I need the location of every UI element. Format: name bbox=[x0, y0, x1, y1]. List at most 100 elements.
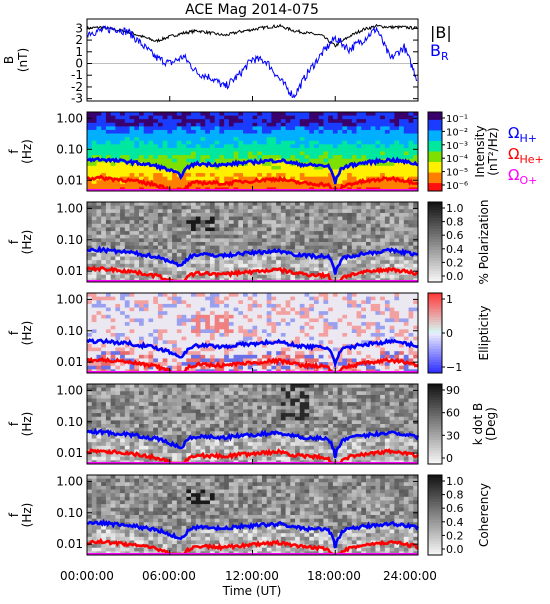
spectrogram-cell bbox=[134, 260, 139, 264]
spectrogram-cell bbox=[234, 329, 239, 333]
spectrogram-cell bbox=[290, 152, 295, 156]
spectrogram-cell bbox=[385, 173, 390, 177]
spectrogram-cell bbox=[120, 130, 125, 134]
freq-tick-label: 1.00 bbox=[56, 201, 83, 215]
spectrogram-cell bbox=[163, 235, 168, 239]
spectrogram-cell bbox=[385, 169, 390, 173]
spectrogram-cell bbox=[134, 217, 139, 221]
spectrogram-cell bbox=[314, 235, 319, 239]
spectrogram-cell bbox=[191, 337, 196, 341]
spectrogram-cell bbox=[215, 141, 220, 145]
spectrogram-cell bbox=[219, 293, 224, 297]
spectrogram-cell bbox=[148, 144, 153, 148]
spectrogram-cell bbox=[253, 264, 258, 268]
spectrogram-cell bbox=[172, 173, 177, 177]
spectrogram-cell bbox=[210, 249, 215, 253]
spectrogram-cell bbox=[253, 238, 258, 242]
spectrogram-cell bbox=[257, 322, 262, 326]
spectrogram-cell bbox=[375, 326, 380, 330]
spectrogram-cell bbox=[295, 318, 300, 322]
spectrogram-cell bbox=[267, 366, 272, 370]
spectrogram-cell bbox=[380, 144, 385, 148]
spectrogram-cell bbox=[139, 119, 144, 123]
spectrogram-cell bbox=[333, 130, 338, 134]
colorbar-polarization: 1.00.80.60.40.20.0% Polarization bbox=[428, 200, 491, 285]
spectrogram-cell bbox=[257, 155, 262, 159]
spectrogram-cell bbox=[366, 217, 371, 221]
spectrogram-cell bbox=[300, 235, 305, 239]
spectrogram-cell bbox=[167, 173, 172, 177]
spectrogram-cell bbox=[134, 227, 139, 231]
spectrogram-cell bbox=[404, 123, 409, 127]
spectrogram-cell bbox=[158, 267, 163, 271]
spectrogram-cell bbox=[286, 351, 291, 355]
b-ylabel: B bbox=[2, 56, 16, 64]
spectrogram-cell bbox=[309, 297, 314, 301]
spectrogram-cell bbox=[144, 264, 149, 268]
spectrogram-cell bbox=[253, 311, 258, 315]
spectrogram-cell bbox=[167, 355, 172, 359]
spectrogram-cell bbox=[177, 206, 182, 210]
spectrogram-cell bbox=[262, 148, 267, 152]
spectrogram-cell bbox=[347, 116, 352, 120]
spectrogram-cell bbox=[357, 123, 362, 127]
spectrogram-cell bbox=[238, 112, 243, 116]
spectrogram-cell bbox=[380, 130, 385, 134]
spectrogram-cell bbox=[248, 148, 253, 152]
spectrogram-cell bbox=[87, 257, 92, 261]
spectrogram-cell bbox=[300, 355, 305, 359]
spectrogram-cell bbox=[366, 304, 371, 308]
spectrogram-cell bbox=[205, 155, 210, 159]
spectrogram-cell bbox=[390, 217, 395, 221]
spectrogram-cell bbox=[286, 264, 291, 268]
spectrogram-cell bbox=[375, 126, 380, 130]
spectrogram-cell bbox=[167, 112, 172, 116]
spectrogram-cell bbox=[290, 213, 295, 217]
spectrogram-cell bbox=[371, 220, 376, 224]
spectrogram-cell bbox=[144, 249, 149, 253]
spectrogram-cell bbox=[253, 227, 258, 231]
spectrogram-cell bbox=[319, 224, 324, 228]
spectrogram-cell bbox=[357, 220, 362, 224]
spectrogram-cell bbox=[394, 227, 399, 231]
spectrogram-cell bbox=[290, 217, 295, 221]
spectrogram-cell bbox=[323, 267, 328, 271]
spectrogram-cell bbox=[106, 318, 111, 322]
spectrogram-cell bbox=[342, 116, 347, 120]
spectrogram-cell bbox=[229, 112, 234, 116]
spectrogram-cell bbox=[342, 311, 347, 315]
spectrogram-cell bbox=[409, 166, 414, 170]
spectrogram-cell bbox=[328, 227, 333, 231]
spectrogram-cell bbox=[262, 123, 267, 127]
spectrogram-cell bbox=[163, 311, 168, 315]
spectrogram-cell bbox=[342, 358, 347, 362]
spectrogram-cell bbox=[295, 202, 300, 206]
spectrogram-cell bbox=[153, 260, 158, 264]
spectrogram-cell bbox=[196, 355, 201, 359]
spectrogram-cell bbox=[219, 337, 224, 341]
spectrogram-cell bbox=[238, 333, 243, 337]
spectrogram-cell bbox=[248, 326, 253, 330]
spectrogram-cell bbox=[134, 242, 139, 246]
spectrogram-cell bbox=[399, 318, 404, 322]
spectrogram-cell bbox=[404, 275, 409, 279]
spectrogram-cell bbox=[338, 162, 343, 166]
spectrogram-cell bbox=[200, 235, 205, 239]
spectrogram-cell bbox=[167, 126, 172, 130]
spectrogram-cell bbox=[229, 224, 234, 228]
spectrogram-cell bbox=[276, 271, 281, 275]
spectrogram-cell bbox=[347, 267, 352, 271]
spectrogram-cell bbox=[111, 235, 116, 239]
spectrogram-cell bbox=[87, 137, 92, 141]
spectrogram-cell bbox=[115, 206, 120, 210]
spectrogram-cell bbox=[186, 231, 191, 235]
spectrogram-cell bbox=[134, 119, 139, 123]
spectrogram-cell bbox=[366, 126, 371, 130]
spectrogram-cell bbox=[130, 148, 135, 152]
spectrogram-cell bbox=[248, 308, 253, 312]
spectrogram-cell bbox=[139, 206, 144, 210]
spectrogram-cell bbox=[404, 297, 409, 301]
spectrogram-cell bbox=[234, 116, 239, 120]
spectrogram-cell bbox=[333, 220, 338, 224]
spectrogram-cell bbox=[191, 264, 196, 268]
